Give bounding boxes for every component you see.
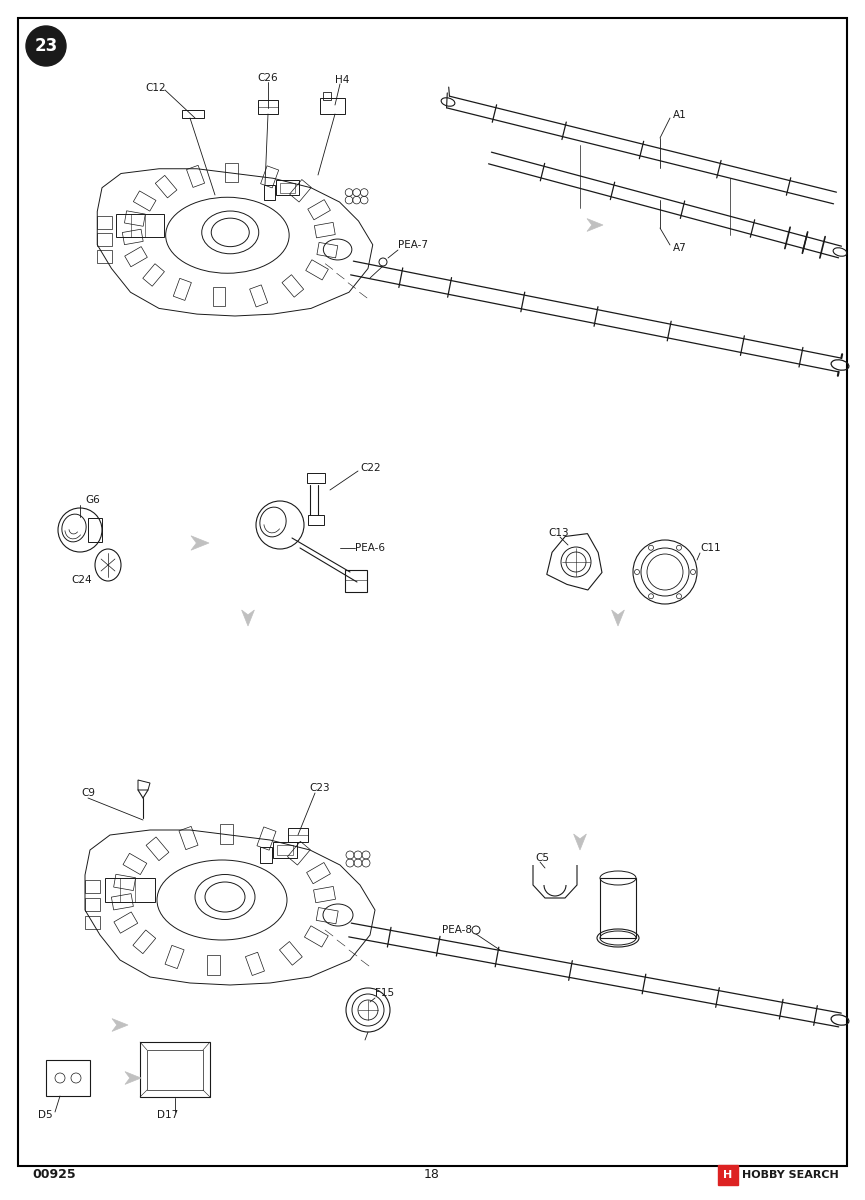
Bar	[277, 845, 293, 854]
Bar	[290, 180, 311, 202]
Text: H: H	[723, 1170, 733, 1180]
Bar	[317, 907, 338, 924]
Bar	[133, 191, 156, 211]
Text: H4: H4	[335, 74, 349, 85]
Bar	[140, 1042, 210, 1097]
Bar	[288, 828, 308, 842]
Bar	[273, 842, 297, 858]
Bar	[279, 942, 302, 965]
Bar	[173, 278, 191, 300]
Bar	[114, 912, 138, 934]
Polygon shape	[241, 610, 254, 626]
Text: A7: A7	[673, 242, 687, 253]
Bar	[260, 166, 279, 188]
Polygon shape	[612, 610, 625, 626]
Bar	[264, 185, 275, 200]
Bar	[112, 894, 133, 910]
Text: C12: C12	[145, 83, 165, 92]
Text: C26: C26	[257, 73, 278, 83]
Text: C13: C13	[548, 528, 568, 538]
Bar	[308, 199, 330, 220]
Bar	[282, 275, 304, 298]
Polygon shape	[125, 1072, 141, 1085]
Polygon shape	[191, 535, 209, 550]
Bar	[317, 242, 337, 258]
Bar	[207, 955, 220, 974]
Bar	[313, 887, 336, 902]
Bar	[257, 827, 276, 850]
Bar	[250, 284, 268, 307]
Bar	[88, 518, 102, 542]
Bar	[304, 926, 328, 947]
Text: 18: 18	[424, 1169, 440, 1182]
Polygon shape	[112, 1019, 128, 1032]
Text: G6: G6	[86, 494, 100, 505]
Bar	[187, 166, 205, 187]
Text: HOBBY SEARCH: HOBBY SEARCH	[742, 1170, 839, 1180]
Bar	[123, 853, 147, 875]
Bar	[133, 930, 156, 954]
Bar	[46, 1060, 90, 1096]
Bar	[105, 878, 155, 902]
Text: PEA-7: PEA-7	[398, 240, 428, 250]
Bar	[279, 182, 295, 192]
Text: C5: C5	[535, 853, 549, 863]
Text: 23: 23	[35, 37, 58, 55]
Bar	[718, 1165, 738, 1186]
Bar	[156, 175, 177, 198]
Text: A1: A1	[673, 110, 687, 120]
Circle shape	[26, 26, 66, 66]
Text: F15: F15	[375, 988, 394, 998]
Bar	[85, 898, 100, 911]
Text: 00925: 00925	[32, 1169, 75, 1182]
Bar	[314, 222, 336, 238]
Polygon shape	[573, 834, 586, 850]
Bar	[246, 953, 265, 976]
Bar	[307, 473, 325, 482]
Bar	[147, 1050, 203, 1090]
Text: C22: C22	[360, 463, 381, 473]
Bar	[320, 98, 345, 114]
Bar	[179, 827, 198, 850]
Bar	[146, 836, 169, 860]
Polygon shape	[587, 218, 603, 232]
Bar	[182, 110, 204, 118]
Bar	[308, 515, 324, 526]
Bar	[122, 229, 144, 245]
Text: PEA-6: PEA-6	[355, 542, 385, 553]
Bar	[600, 878, 636, 938]
Bar	[97, 251, 112, 263]
Text: C11: C11	[700, 542, 721, 553]
Text: C23: C23	[310, 782, 330, 793]
Bar	[116, 215, 163, 238]
Bar	[113, 875, 136, 890]
Bar	[85, 916, 100, 929]
Bar	[258, 100, 278, 114]
Bar	[305, 259, 329, 280]
Bar	[143, 264, 164, 287]
Bar	[220, 824, 233, 844]
Text: C9: C9	[81, 788, 95, 798]
Bar	[306, 863, 330, 883]
Bar	[287, 841, 311, 865]
Bar	[323, 92, 331, 100]
Bar	[97, 216, 112, 228]
Bar	[165, 946, 184, 968]
Bar	[97, 233, 112, 246]
Bar	[260, 847, 272, 863]
Text: PEA-8: PEA-8	[442, 925, 472, 935]
Bar	[345, 570, 367, 592]
Bar	[226, 163, 238, 182]
Bar	[85, 880, 100, 893]
Bar	[276, 180, 298, 196]
Bar	[213, 287, 226, 306]
Bar	[125, 211, 145, 227]
Bar	[125, 246, 147, 266]
Text: D5: D5	[38, 1110, 52, 1120]
Text: D17: D17	[157, 1110, 179, 1120]
Text: C24: C24	[72, 575, 93, 584]
